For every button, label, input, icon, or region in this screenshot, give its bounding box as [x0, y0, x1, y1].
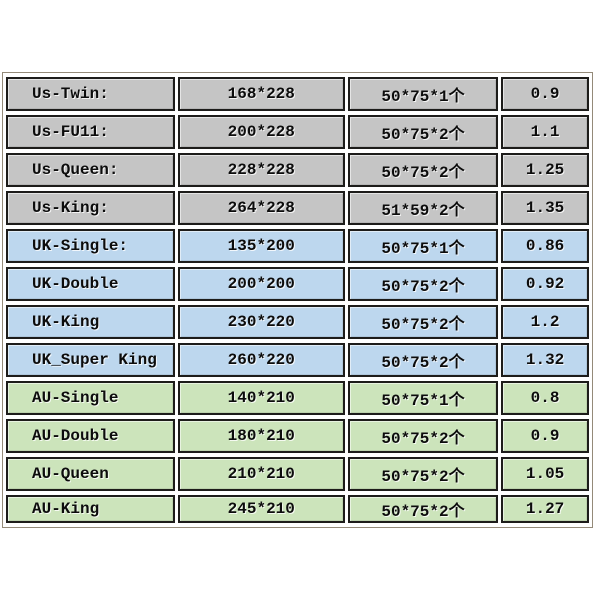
weight-cell: 0.86 [501, 229, 589, 263]
pillow-spec-cell: 50*75*1个 [347, 229, 499, 263]
table-row: UK-Double 200*200 50*75*2个 0.92 [6, 267, 589, 301]
table-row: UK-King 230*220 50*75*2个 1.2 [6, 305, 589, 339]
pillow-spec-cell: 50*75*1个 [347, 381, 499, 415]
weight-cell: 1.35 [501, 191, 589, 225]
size-name-cell: Us-FU11: [6, 115, 175, 149]
pillow-spec-cell: 51*59*2个 [347, 191, 499, 225]
pillow-spec-cell: 50*75*2个 [347, 419, 499, 453]
table-row: UK_Super King 260*220 50*75*2个 1.32 [6, 343, 589, 377]
weight-cell: 1.2 [501, 305, 589, 339]
pillow-spec-cell: 50*75*2个 [347, 305, 499, 339]
size-name-cell: AU-Double [6, 419, 175, 453]
size-name-cell: AU-Queen [6, 457, 175, 491]
size-name-cell: AU-Single [6, 381, 175, 415]
pillow-spec-cell: 50*75*2个 [347, 457, 499, 491]
pillow-spec-cell: 50*75*1个 [347, 77, 499, 111]
pillow-spec-cell: 50*75*2个 [347, 343, 499, 377]
size-name-cell: Us-Twin: [6, 77, 175, 111]
dimensions-cell: 264*228 [177, 191, 345, 225]
size-name-cell: Us-King: [6, 191, 175, 225]
table-row: Us-Twin: 168*228 50*75*1个 0.9 [6, 77, 589, 111]
weight-cell: 1.1 [501, 115, 589, 149]
dimensions-cell: 140*210 [177, 381, 345, 415]
weight-cell: 1.32 [501, 343, 589, 377]
pillow-spec-cell: 50*75*2个 [347, 153, 499, 187]
dimensions-cell: 228*228 [177, 153, 345, 187]
weight-cell: 0.9 [501, 77, 589, 111]
dimensions-cell: 168*228 [177, 77, 345, 111]
table-row: AU-Queen 210*210 50*75*2个 1.05 [6, 457, 589, 491]
weight-cell: 0.8 [501, 381, 589, 415]
size-name-cell: UK_Super King [6, 343, 175, 377]
pillow-spec-cell: 50*75*2个 [347, 495, 499, 523]
weight-cell: 0.9 [501, 419, 589, 453]
dimensions-cell: 210*210 [177, 457, 345, 491]
dimensions-cell: 245*210 [177, 495, 345, 523]
bedding-size-spec-table: Us-Twin: 168*228 50*75*1个 0.9 Us-FU11: 2… [2, 72, 593, 528]
table-row: AU-Single 140*210 50*75*1个 0.8 [6, 381, 589, 415]
weight-cell: 1.05 [501, 457, 589, 491]
table-row: Us-King: 264*228 51*59*2个 1.35 [6, 191, 589, 225]
size-name-cell: Us-Queen: [6, 153, 175, 187]
table-row: Us-Queen: 228*228 50*75*2个 1.25 [6, 153, 589, 187]
weight-cell: 0.92 [501, 267, 589, 301]
table-row: AU-King 245*210 50*75*2个 1.27 [6, 495, 589, 523]
table-row: AU-Double 180*210 50*75*2个 0.9 [6, 419, 589, 453]
table-row: Us-FU11: 200*228 50*75*2个 1.1 [6, 115, 589, 149]
dimensions-cell: 200*228 [177, 115, 345, 149]
table-row: UK-Single: 135*200 50*75*1个 0.86 [6, 229, 589, 263]
size-name-cell: UK-Single: [6, 229, 175, 263]
dimensions-cell: 200*200 [177, 267, 345, 301]
weight-cell: 1.27 [501, 495, 589, 523]
dimensions-cell: 180*210 [177, 419, 345, 453]
dimensions-cell: 135*200 [177, 229, 345, 263]
pillow-spec-cell: 50*75*2个 [347, 115, 499, 149]
dimensions-cell: 230*220 [177, 305, 345, 339]
weight-cell: 1.25 [501, 153, 589, 187]
size-name-cell: UK-King [6, 305, 175, 339]
size-name-cell: UK-Double [6, 267, 175, 301]
size-name-cell: AU-King [6, 495, 175, 523]
pillow-spec-cell: 50*75*2个 [347, 267, 499, 301]
dimensions-cell: 260*220 [177, 343, 345, 377]
